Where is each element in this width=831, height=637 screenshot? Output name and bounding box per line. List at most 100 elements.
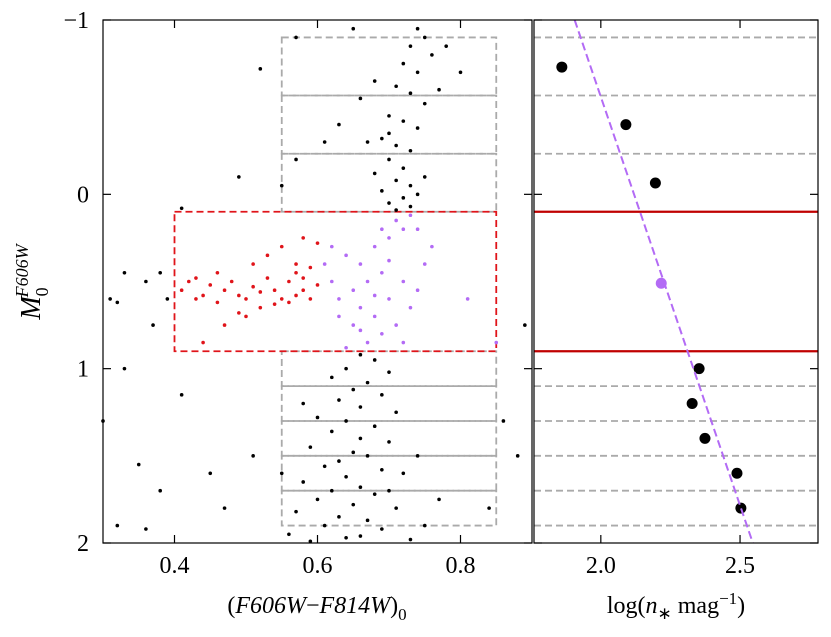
point <box>408 148 413 153</box>
point <box>401 166 406 170</box>
point <box>401 119 406 123</box>
point <box>358 405 363 409</box>
label-part: log( <box>607 593 646 619</box>
point <box>358 436 363 441</box>
point <box>179 393 184 397</box>
point <box>158 488 162 493</box>
point <box>294 270 298 275</box>
point <box>330 244 334 249</box>
point <box>380 467 384 472</box>
point <box>344 253 348 258</box>
point <box>301 401 306 406</box>
point <box>287 279 291 284</box>
point <box>380 189 384 193</box>
point <box>294 509 298 514</box>
label-part: mag <box>672 593 719 619</box>
point <box>387 131 391 136</box>
label-part: M <box>16 295 47 321</box>
point <box>237 293 241 298</box>
bin-box <box>280 385 498 422</box>
point <box>415 288 420 293</box>
point <box>308 297 313 301</box>
point <box>358 96 363 101</box>
label-part: F814W <box>319 593 393 619</box>
x-axis-label: log(n∗ mag−1) <box>607 589 745 623</box>
bin-box <box>280 420 498 457</box>
point <box>415 454 420 458</box>
point <box>415 70 420 75</box>
point <box>735 502 747 514</box>
bin-box <box>280 454 498 492</box>
point <box>179 288 184 293</box>
point <box>387 236 391 240</box>
point <box>301 276 306 280</box>
point <box>699 432 711 444</box>
label-sup: −1 <box>719 589 737 608</box>
point <box>380 227 384 231</box>
point <box>380 393 384 397</box>
point <box>422 175 427 179</box>
point <box>294 157 298 162</box>
point <box>394 506 398 510</box>
y-tick-label: 1 <box>77 357 89 383</box>
point <box>222 506 227 510</box>
point <box>229 279 234 284</box>
point <box>287 300 291 305</box>
y-axis-label: M0F606W <box>12 242 52 320</box>
point <box>401 471 406 476</box>
point <box>279 244 284 249</box>
point <box>358 305 363 310</box>
point <box>365 140 370 144</box>
point <box>151 323 155 327</box>
point <box>187 279 191 284</box>
point <box>523 323 527 327</box>
point <box>620 119 632 131</box>
point <box>401 61 406 66</box>
point <box>315 283 320 287</box>
point <box>351 26 356 31</box>
point <box>265 276 270 280</box>
point <box>380 527 384 531</box>
point <box>358 262 363 266</box>
point <box>465 297 470 301</box>
point <box>387 488 391 493</box>
point <box>351 323 356 327</box>
point <box>144 527 148 531</box>
point <box>501 419 506 423</box>
point <box>308 265 313 270</box>
point <box>330 375 334 380</box>
point <box>215 270 220 275</box>
point <box>494 340 499 345</box>
point <box>655 277 667 289</box>
point <box>731 467 743 479</box>
point <box>415 126 420 130</box>
point <box>294 293 298 298</box>
point <box>301 236 306 240</box>
point <box>444 44 449 48</box>
point <box>686 398 698 410</box>
point <box>372 492 377 496</box>
label-part: ) <box>737 593 745 619</box>
point <box>258 290 263 294</box>
axes-frame <box>102 19 533 544</box>
point <box>401 340 406 345</box>
x-axis-label: (F606W−F814W)0 <box>227 593 406 624</box>
label-sub: 0 <box>398 605 407 624</box>
point <box>372 314 377 319</box>
point <box>179 206 184 211</box>
point <box>330 429 334 434</box>
point <box>136 462 141 467</box>
point <box>244 314 248 319</box>
axes-frame <box>533 19 819 544</box>
point <box>365 518 370 523</box>
point <box>415 26 420 31</box>
point <box>194 297 198 301</box>
point <box>308 539 313 544</box>
point <box>337 122 341 127</box>
point <box>380 136 384 141</box>
point <box>279 183 284 188</box>
point <box>315 497 320 502</box>
point <box>437 497 441 502</box>
point <box>358 485 363 490</box>
